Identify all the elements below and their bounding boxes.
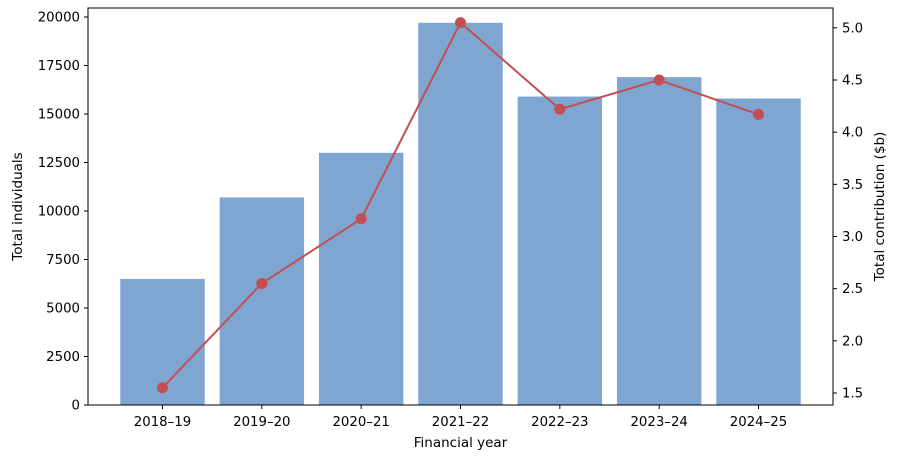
left-tick-label: 17500 — [38, 59, 80, 74]
right-tick-label: 4.0 — [842, 126, 863, 141]
line-marker-2023–24 — [653, 74, 665, 86]
right-tick-label: 2.5 — [842, 282, 863, 297]
left-tick-label: 7500 — [46, 253, 80, 268]
left-tick-label: 12500 — [38, 156, 80, 171]
x-tick-label: 2018–19 — [134, 415, 191, 430]
left-tick-label: 2500 — [46, 350, 80, 365]
x-tick-label: 2021–22 — [432, 415, 489, 430]
left-tick-label: 5000 — [46, 302, 80, 317]
x-tick-label: 2024–25 — [730, 415, 787, 430]
x-tick-label: 2023–24 — [630, 415, 687, 430]
right-tick-label: 1.5 — [842, 387, 863, 402]
line-marker-2019–20 — [256, 277, 268, 289]
right-axis-title: Total contribution ($b) — [872, 132, 888, 283]
left-tick-label: 15000 — [38, 108, 80, 123]
bar-2023–24 — [616, 77, 702, 405]
line-marker-2021–22 — [455, 17, 466, 29]
bar-2020–21 — [318, 152, 404, 405]
left-tick-label: 0 — [72, 399, 80, 414]
line-marker-2024–25 — [753, 108, 764, 120]
line-marker-2018–19 — [157, 382, 168, 394]
line-marker-2020–21 — [355, 213, 367, 225]
x-tick-label: 2020–21 — [332, 415, 389, 430]
line-marker-2022–23 — [554, 103, 566, 115]
bar-2024–25 — [716, 98, 801, 405]
right-tick-label: 5.0 — [842, 21, 863, 36]
bar-2021–22 — [418, 22, 503, 406]
x-axis-title: Financial year — [414, 435, 508, 451]
left-tick-label: 20000 — [38, 11, 80, 26]
right-tick-label: 3.5 — [842, 178, 863, 193]
left-tick-label: 10000 — [38, 205, 80, 220]
right-tick-label: 3.0 — [842, 230, 863, 245]
bar-2019–20 — [219, 197, 305, 405]
x-tick-label: 2019–20 — [233, 415, 290, 430]
x-tick-label: 2022–23 — [531, 415, 588, 430]
bar-2022–23 — [517, 96, 603, 405]
right-tick-label: 4.5 — [842, 73, 863, 88]
left-axis-title: Total individuals — [10, 152, 26, 261]
right-tick-label: 2.0 — [842, 334, 863, 349]
